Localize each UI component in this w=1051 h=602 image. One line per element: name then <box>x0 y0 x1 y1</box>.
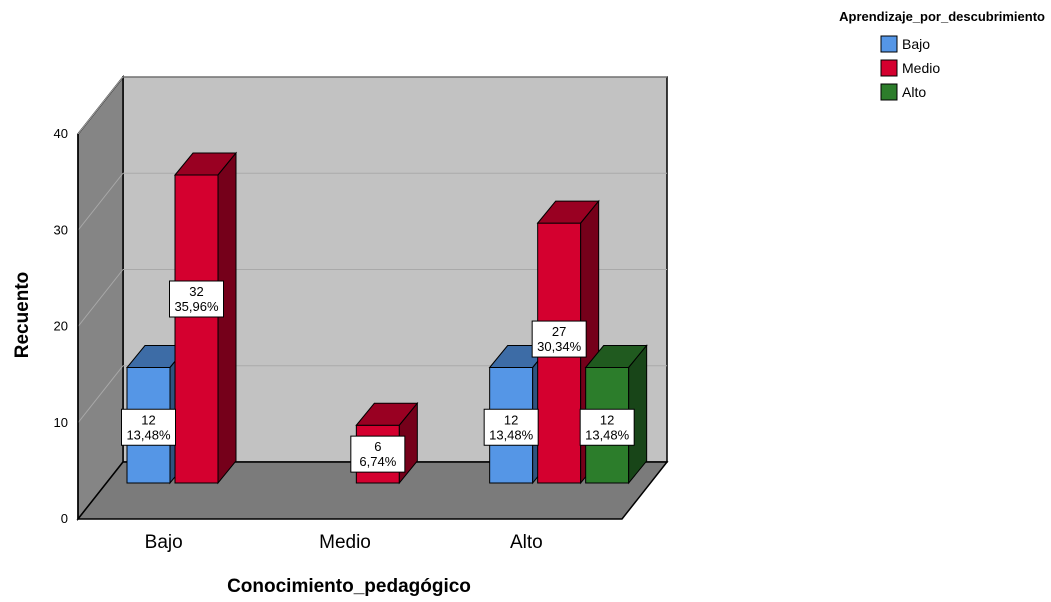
y-tick-label: 10 <box>54 415 68 430</box>
x-tick-label: Bajo <box>145 532 183 553</box>
data-label-box <box>121 408 176 446</box>
data-label-count: 12 <box>504 412 518 427</box>
legend-title: Aprendizaje_por_descubrimiento <box>839 9 1045 24</box>
bar <box>173 151 238 485</box>
data-label: 66,74% <box>350 435 406 473</box>
y-tick-label: 20 <box>54 319 68 334</box>
x-tick-label: Medio <box>319 532 371 553</box>
gridline-side <box>77 365 124 424</box>
data-label-box <box>579 408 635 446</box>
legend-item: Bajo <box>880 35 930 53</box>
data-label-count: 27 <box>552 324 566 339</box>
bar <box>584 344 648 485</box>
x-tick-label: Alto <box>510 532 543 553</box>
data-label-box <box>169 280 224 318</box>
data-label-percent: 6,74% <box>359 454 396 469</box>
legend-label: Bajo <box>902 36 930 52</box>
data-label-count: 6 <box>374 439 381 454</box>
legend-item: Medio <box>880 59 940 77</box>
data-labels: 1213,48%3235,96%66,74%1213,48%2730,34%12… <box>121 280 635 473</box>
x-axis: Bajo Medio Alto <box>145 532 543 553</box>
legend-swatch <box>880 83 898 101</box>
gridline-side <box>77 172 124 231</box>
gridline-side <box>77 269 124 327</box>
data-label-count: 32 <box>189 284 203 299</box>
data-label-box <box>531 320 587 358</box>
legend: Aprendizaje_por_descubrimiento Bajo Medio… <box>839 9 1045 101</box>
data-label-percent: 13,48% <box>489 427 534 442</box>
y-tick-label: 0 <box>61 511 68 526</box>
gridline-side <box>77 76 124 135</box>
legend-label: Medio <box>902 60 940 76</box>
bar-side <box>217 151 237 485</box>
data-label-count: 12 <box>600 412 614 427</box>
legend-label: Alto <box>902 84 926 100</box>
bar-front <box>174 174 219 484</box>
data-label-box <box>350 435 406 473</box>
data-label-box <box>483 408 539 446</box>
x-axis-title: Conocimiento_pedagógico <box>227 576 471 597</box>
legend-swatch <box>880 59 898 77</box>
data-label-percent: 35,96% <box>174 299 219 314</box>
data-label-percent: 30,34% <box>537 339 582 354</box>
legend-swatch <box>880 35 898 53</box>
y-axis-title: Recuento <box>12 272 33 359</box>
data-label-percent: 13,48% <box>585 427 630 442</box>
data-label-count: 12 <box>141 412 155 427</box>
legend-item: Alto <box>880 83 926 101</box>
y-tick-label: 40 <box>54 126 68 141</box>
y-axis: 0 10 20 30 40 <box>54 126 79 526</box>
y-tick-label: 30 <box>54 222 68 237</box>
data-label-percent: 13,48% <box>126 427 171 442</box>
